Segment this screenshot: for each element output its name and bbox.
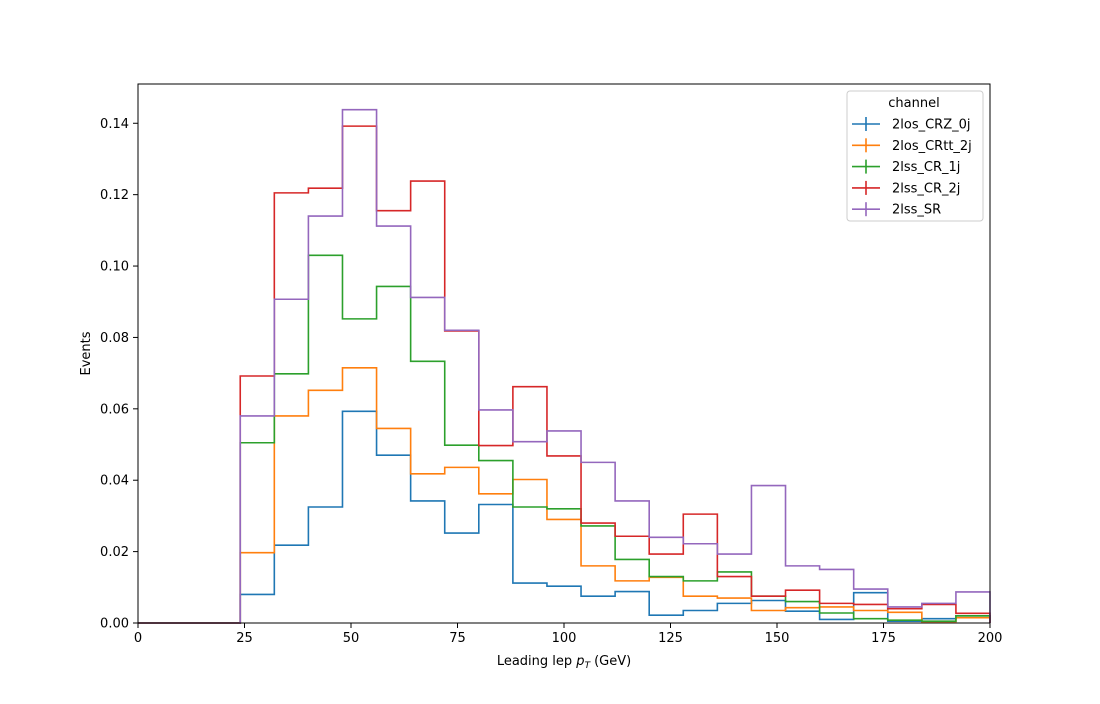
x-tick-label: 200	[978, 631, 1003, 646]
legend: channel 2los_CRZ_0j 2los_CRtt_2j 2lss_CR_1…	[846, 90, 984, 222]
x-tick-label: 175	[871, 631, 896, 646]
legend-label: 2lss_SR	[892, 203, 941, 218]
x-axis-title: Leading lep pT (GeV)	[497, 654, 631, 671]
x-axis-ticks: 0 25 50 75 100 125 150 175 200	[134, 623, 1003, 646]
x-axis-title-symbol: p	[575, 654, 584, 669]
x-axis-title-subscript: T	[585, 661, 592, 671]
legend-label: 2los_CRZ_0j	[892, 118, 971, 133]
legend-label: 2lss_CR_2j	[892, 181, 960, 196]
y-tick-label: 0.08	[100, 331, 129, 346]
y-tick-label: 0.06	[100, 402, 129, 417]
y-tick-label: 0.04	[100, 474, 129, 489]
legend-box	[846, 90, 984, 222]
legend-title: channel	[888, 96, 939, 111]
legend-items: 2los_CRZ_0j 2los_CRtt_2j 2lss_CR_1j 2lss_CR…	[852, 117, 972, 218]
x-tick-label: 50	[343, 631, 360, 646]
y-tick-label: 0.10	[100, 260, 129, 275]
y-tick-label: 0.12	[100, 188, 129, 203]
legend-item: 2los_CRZ_0j	[852, 117, 971, 133]
y-tick-label: 0.14	[100, 117, 129, 132]
x-tick-label: 150	[765, 631, 790, 646]
y-axis-title: Events	[79, 331, 94, 375]
legend-item: 2los_CRtt_2j	[852, 138, 972, 154]
legend-label: 2lss_CR_1j	[892, 160, 960, 175]
x-tick-label: 0	[134, 631, 142, 646]
x-tick-label: 75	[449, 631, 466, 646]
x-tick-label: 100	[552, 631, 577, 646]
legend-item: 2lss_SR	[852, 202, 941, 218]
y-tick-label: 0.02	[100, 545, 129, 560]
y-axis-ticks: 0.00 0.02 0.04 0.06 0.08 0.10 0.12 0.14	[100, 117, 138, 632]
x-axis-title-text: Leading lep	[497, 654, 572, 669]
legend-item: 2lss_CR_2j	[852, 180, 960, 196]
series-step-line	[138, 125, 991, 624]
series-step-line	[138, 108, 991, 624]
series-2lss_SR	[138, 108, 991, 624]
legend-label: 2los_CRtt_2j	[892, 139, 972, 154]
x-tick-label: 25	[236, 631, 253, 646]
series-step-line	[138, 366, 991, 624]
series-2lss_CR_2j	[138, 125, 991, 624]
legend-item: 2lss_CR_1j	[852, 159, 960, 175]
x-tick-label: 125	[658, 631, 683, 646]
series-2los_CRZ_0j	[138, 410, 991, 624]
series-step-line	[138, 410, 991, 624]
x-axis-title-unit: (GeV)	[594, 654, 631, 669]
series-2los_CRtt_2j	[138, 366, 991, 624]
y-tick-label: 0.00	[100, 617, 129, 632]
series-layer	[138, 108, 991, 624]
